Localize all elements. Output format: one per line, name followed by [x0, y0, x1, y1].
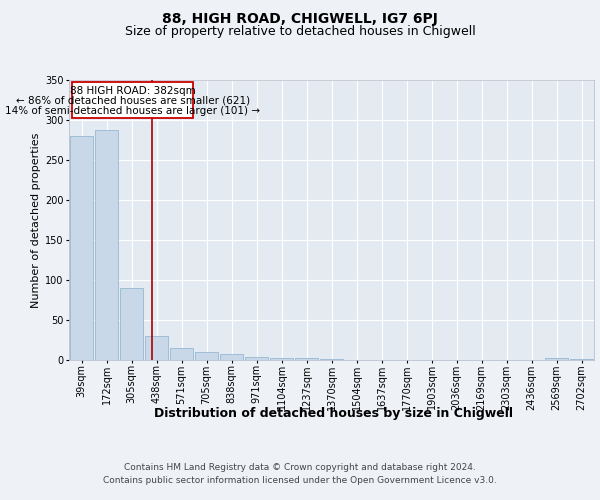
Bar: [269, 358, 293, 360]
Bar: [569, 359, 593, 360]
Text: Contains public sector information licensed under the Open Government Licence v3: Contains public sector information licen…: [103, 476, 497, 485]
Text: 88 HIGH ROAD: 382sqm: 88 HIGH ROAD: 382sqm: [70, 86, 196, 97]
Text: 88, HIGH ROAD, CHIGWELL, IG7 6PJ: 88, HIGH ROAD, CHIGWELL, IG7 6PJ: [162, 12, 438, 26]
Bar: [320, 359, 343, 360]
Bar: [194, 352, 218, 360]
Text: Contains HM Land Registry data © Crown copyright and database right 2024.: Contains HM Land Registry data © Crown c…: [124, 462, 476, 471]
Bar: [245, 357, 268, 360]
Bar: [70, 136, 94, 360]
Text: 14% of semi-detached houses are larger (101) →: 14% of semi-detached houses are larger (…: [5, 106, 260, 116]
Bar: [145, 336, 169, 360]
FancyBboxPatch shape: [72, 82, 193, 118]
Bar: [220, 354, 244, 360]
Text: Distribution of detached houses by size in Chigwell: Distribution of detached houses by size …: [154, 408, 512, 420]
Bar: [95, 130, 118, 360]
Bar: [170, 348, 193, 360]
Text: Size of property relative to detached houses in Chigwell: Size of property relative to detached ho…: [125, 25, 475, 38]
Bar: [295, 358, 319, 360]
Bar: [119, 288, 143, 360]
Y-axis label: Number of detached properties: Number of detached properties: [31, 132, 41, 308]
Text: ← 86% of detached houses are smaller (621): ← 86% of detached houses are smaller (62…: [16, 96, 250, 106]
Bar: [545, 358, 568, 360]
